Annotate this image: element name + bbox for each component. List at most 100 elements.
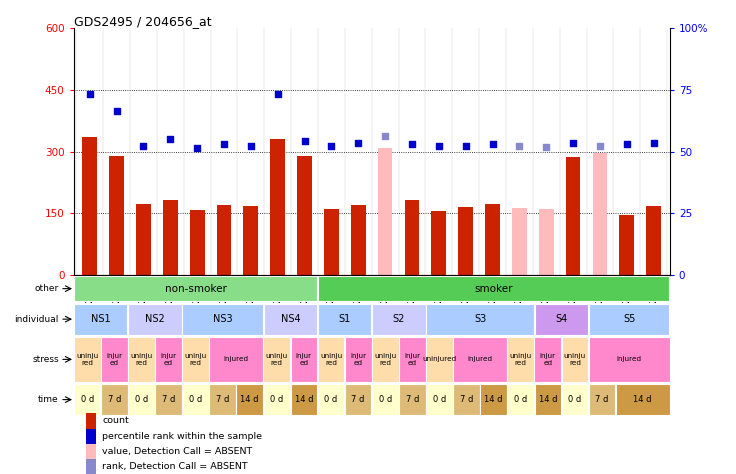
Point	[84, 91, 96, 98]
Bar	[270, 139, 285, 275]
Bar	[459, 207, 473, 275]
FancyBboxPatch shape	[589, 304, 670, 335]
FancyBboxPatch shape	[263, 304, 317, 335]
Text: 0 d: 0 d	[270, 395, 283, 404]
FancyBboxPatch shape	[507, 384, 534, 416]
Text: count: count	[102, 416, 129, 425]
Bar	[324, 209, 339, 275]
Text: 7 d: 7 d	[162, 395, 175, 404]
Point	[299, 137, 311, 145]
FancyBboxPatch shape	[372, 337, 399, 382]
Bar	[109, 156, 124, 275]
Text: uninju
red: uninju red	[374, 353, 397, 366]
Text: 14 d: 14 d	[634, 395, 652, 404]
FancyBboxPatch shape	[345, 384, 372, 416]
Bar	[351, 205, 366, 275]
FancyBboxPatch shape	[101, 384, 127, 416]
FancyBboxPatch shape	[128, 384, 155, 416]
FancyBboxPatch shape	[589, 337, 670, 382]
Text: injur
ed: injur ed	[539, 353, 556, 366]
Bar	[431, 211, 446, 275]
FancyBboxPatch shape	[426, 384, 453, 416]
Text: NS4: NS4	[280, 314, 300, 324]
Text: NS2: NS2	[145, 314, 165, 324]
FancyBboxPatch shape	[453, 337, 507, 382]
Text: smoker: smoker	[475, 283, 513, 294]
Text: uninju
red: uninju red	[509, 353, 532, 366]
FancyBboxPatch shape	[263, 384, 290, 416]
Text: uninjured: uninjured	[422, 356, 456, 362]
Text: 7 d: 7 d	[460, 395, 473, 404]
Point	[110, 107, 122, 114]
FancyBboxPatch shape	[344, 337, 372, 382]
FancyBboxPatch shape	[155, 384, 182, 416]
Point	[406, 140, 418, 147]
Point	[379, 132, 391, 140]
Text: 7 d: 7 d	[107, 395, 121, 404]
Point	[164, 136, 176, 143]
Point	[245, 142, 257, 149]
FancyBboxPatch shape	[372, 384, 398, 416]
Point	[460, 142, 472, 149]
FancyBboxPatch shape	[263, 337, 290, 382]
FancyBboxPatch shape	[616, 384, 670, 416]
Bar	[136, 204, 151, 275]
FancyBboxPatch shape	[507, 337, 534, 382]
FancyBboxPatch shape	[209, 337, 263, 382]
FancyBboxPatch shape	[318, 337, 344, 382]
Text: percentile rank within the sample: percentile rank within the sample	[102, 432, 262, 441]
Point	[621, 140, 633, 148]
Text: rank, Detection Call = ABSENT: rank, Detection Call = ABSENT	[102, 462, 248, 471]
FancyBboxPatch shape	[399, 384, 425, 416]
Bar	[244, 206, 258, 275]
FancyBboxPatch shape	[291, 337, 317, 382]
Text: 14 d: 14 d	[294, 395, 314, 404]
FancyBboxPatch shape	[74, 304, 127, 335]
Bar	[297, 156, 312, 275]
Bar	[512, 208, 527, 275]
Text: injur
ed: injur ed	[106, 353, 122, 366]
Bar	[85, 428, 96, 444]
FancyBboxPatch shape	[426, 337, 453, 382]
Text: injur
ed: injur ed	[160, 353, 177, 366]
Bar	[163, 200, 177, 275]
Text: uninju
red: uninju red	[564, 353, 586, 366]
Text: S4: S4	[555, 314, 567, 324]
Text: NS1: NS1	[91, 314, 110, 324]
Text: time: time	[38, 395, 59, 404]
Text: 14 d: 14 d	[484, 395, 503, 404]
Text: 14 d: 14 d	[539, 395, 557, 404]
FancyBboxPatch shape	[183, 384, 209, 416]
FancyBboxPatch shape	[128, 337, 155, 382]
Text: 0 d: 0 d	[514, 395, 528, 404]
Text: S1: S1	[339, 314, 351, 324]
FancyBboxPatch shape	[318, 384, 344, 416]
Text: injur
ed: injur ed	[350, 353, 367, 366]
Bar	[216, 205, 231, 275]
Text: value, Detection Call = ABSENT: value, Detection Call = ABSENT	[102, 447, 252, 456]
Text: NS3: NS3	[213, 314, 233, 324]
Text: non-smoker: non-smoker	[165, 283, 227, 294]
Bar	[85, 444, 96, 459]
Point	[648, 139, 659, 146]
Text: GDS2495 / 204656_at: GDS2495 / 204656_at	[74, 16, 211, 28]
FancyBboxPatch shape	[74, 337, 101, 382]
Bar	[485, 204, 500, 275]
Text: 0 d: 0 d	[80, 395, 93, 404]
Point	[138, 142, 149, 149]
Point	[353, 139, 364, 146]
Bar	[592, 153, 607, 275]
Text: S2: S2	[392, 314, 405, 324]
Text: individual: individual	[14, 315, 59, 324]
Point	[325, 142, 337, 149]
Point	[567, 139, 579, 146]
FancyBboxPatch shape	[453, 384, 480, 416]
Point	[191, 144, 203, 151]
Text: uninju
red: uninju red	[130, 353, 152, 366]
FancyBboxPatch shape	[182, 337, 209, 382]
Text: injured: injured	[467, 356, 492, 362]
Text: injured: injured	[617, 356, 642, 362]
Bar	[85, 459, 96, 474]
FancyBboxPatch shape	[236, 384, 263, 416]
Text: 7 d: 7 d	[406, 395, 419, 404]
